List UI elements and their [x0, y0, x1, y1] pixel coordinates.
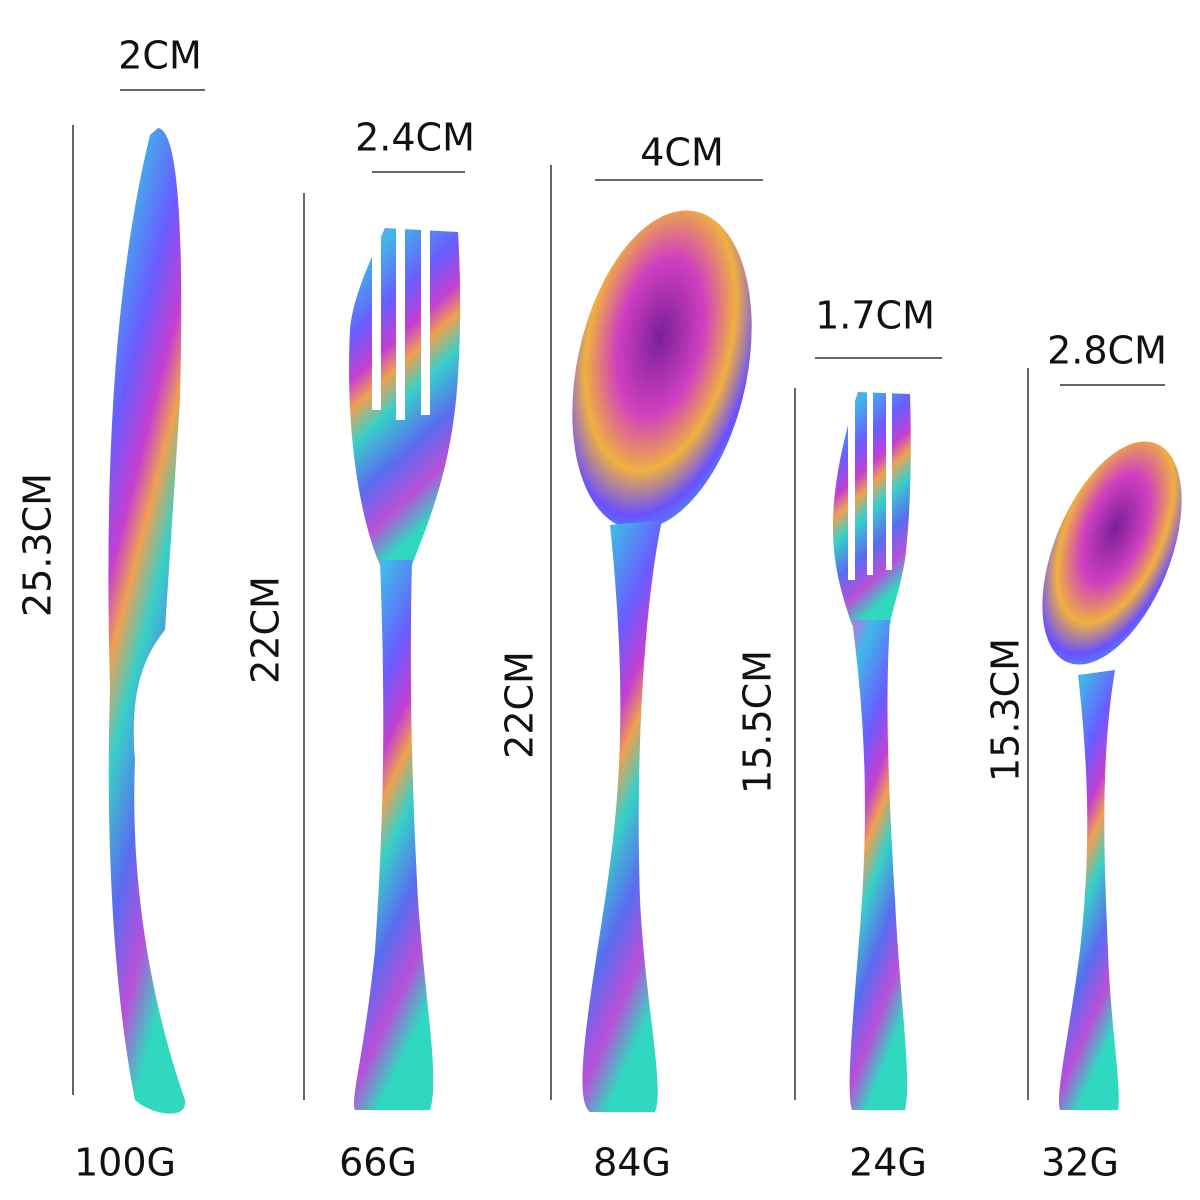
weight-label: 66G: [339, 1141, 417, 1185]
length-label: 22CM: [244, 576, 288, 684]
length-label: 25.3CM: [16, 473, 60, 617]
teaspoon: [1042, 441, 1182, 1110]
dimension-lines: [72, 89, 1165, 1100]
weight-label: 84G: [593, 1141, 671, 1185]
weight-label: 24G: [849, 1141, 927, 1185]
width-label: 4CM: [640, 131, 724, 175]
width-label: 1.7CM: [815, 294, 935, 338]
spoon: [572, 210, 752, 1112]
length-label: 22CM: [498, 651, 542, 759]
length-label: 15.3CM: [984, 638, 1028, 782]
width-label: 2.8CM: [1047, 329, 1167, 373]
weight-label: 100G: [74, 1141, 176, 1185]
fork: [349, 220, 461, 1110]
weight-label: 32G: [1041, 1141, 1119, 1185]
knife: [108, 128, 186, 1114]
width-label: 2CM: [118, 34, 202, 78]
length-label: 15.5CM: [736, 650, 780, 794]
width-label: 2.4CM: [355, 116, 475, 160]
small-fork: [832, 385, 911, 1110]
